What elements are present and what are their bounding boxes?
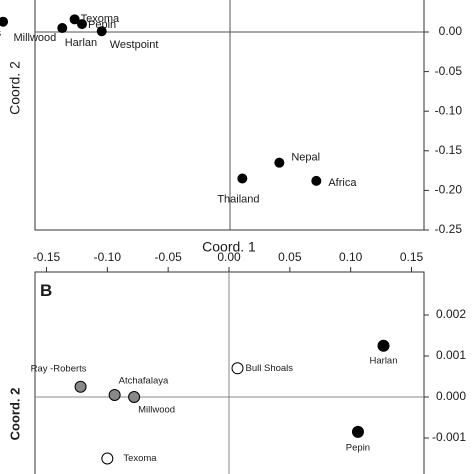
panel-b-point-ray-roberts <box>74 380 87 393</box>
panel-b-label-millwood: Millwood <box>138 405 175 416</box>
panel-a-label-westpoint: Westpoint <box>110 39 159 51</box>
panel-b-point-bull-shoals <box>231 362 244 375</box>
panel-a: 0.00 -0.05 -0.10 -0.15 -0.20 -0.25 Texoma Ray-… <box>0 0 462 255</box>
panel-a-point-pepin <box>77 19 87 30</box>
panel-a-point-millwood <box>57 23 68 34</box>
panel-a-point-nepal <box>274 157 285 168</box>
panel-a-ylabel: Coord. 2 <box>7 61 23 115</box>
panel-a-ytick-label: -0.15 <box>435 143 463 157</box>
panel-a-ytick-label: -0.20 <box>435 183 463 197</box>
panel-b-ytick-label: 0.000 <box>436 389 466 403</box>
panel-b-ylabel: Coord. 2 <box>7 388 22 441</box>
panel-a-label-africa: Africa <box>328 177 357 189</box>
panel-b-xtick-label: -0.10 <box>94 250 122 264</box>
panel-a-label-harlan: Harlan <box>65 37 97 49</box>
panel-a-xlabel: Coord. 1 <box>202 239 256 255</box>
panel-a-label-millwood: Millwood <box>13 32 56 44</box>
panel-b-xtick-label: -0.15 <box>33 250 61 264</box>
panel-a-ytick-label: 0.00 <box>439 24 463 38</box>
panel-b-point-texoma <box>101 452 114 465</box>
panel-b-ytick-label: 0.001 <box>436 348 466 362</box>
panel-b-point-harlan <box>377 339 390 352</box>
panel-b-label-harlan: Harlan <box>370 355 398 366</box>
panel-b-point-millwood <box>128 391 141 403</box>
panel-a-point-africa <box>311 175 322 186</box>
panel-a-point-texoma <box>69 14 80 25</box>
panel-b-xtick-label: 0.15 <box>400 250 424 264</box>
panel-b-xtick-label: 0.10 <box>339 250 363 264</box>
panel-b-xtick-label: 0.05 <box>278 250 302 264</box>
panel-a-label-nepal: Nepal <box>291 152 320 164</box>
panel-a-point-harlan <box>96 26 107 37</box>
panel-b: -0.15 -0.10 -0.05 0.00 0.05 0.10 0.15 0.002 0.0… <box>7 250 466 474</box>
panel-a-label-ray-roberts: Ray-Roberts <box>0 28 2 40</box>
panel-a-label-texoma: Texoma <box>81 13 120 25</box>
panel-b-label-ray-roberts: Ray -Roberts <box>31 363 87 374</box>
panel-a-point-thailand <box>237 173 248 184</box>
panel-b-label-atchafalaya: Atchafalaya <box>119 375 169 386</box>
panel-a-ytick-label: -0.10 <box>435 103 463 117</box>
panel-b-xtick-label: 0.00 <box>217 250 241 264</box>
panel-b-label-pepin: Pepin <box>346 442 370 453</box>
panel-b-ytick-label: 0.002 <box>436 307 466 321</box>
panel-b-label-bull-shoals: Bull Shoals <box>246 363 294 374</box>
panel-a-point-ray-roberts <box>0 16 9 27</box>
panel-a-ytick-label: -0.25 <box>435 222 463 236</box>
panel-a-ytick-label: -0.05 <box>435 64 463 78</box>
panel-b-point-pepin <box>351 425 364 438</box>
panel-a-label-pepin: Pepin <box>88 19 116 31</box>
panel-b-label-texoma: Texoma <box>123 453 157 464</box>
panel-b-xtick-label: -0.05 <box>154 250 182 264</box>
panel-b-point-atchafalaya <box>108 388 121 401</box>
panel-a-label-thailand: Thailand <box>217 193 259 205</box>
panel-b-letter: B <box>40 281 52 300</box>
panel-b-ytick-label: -0.001 <box>432 430 466 444</box>
